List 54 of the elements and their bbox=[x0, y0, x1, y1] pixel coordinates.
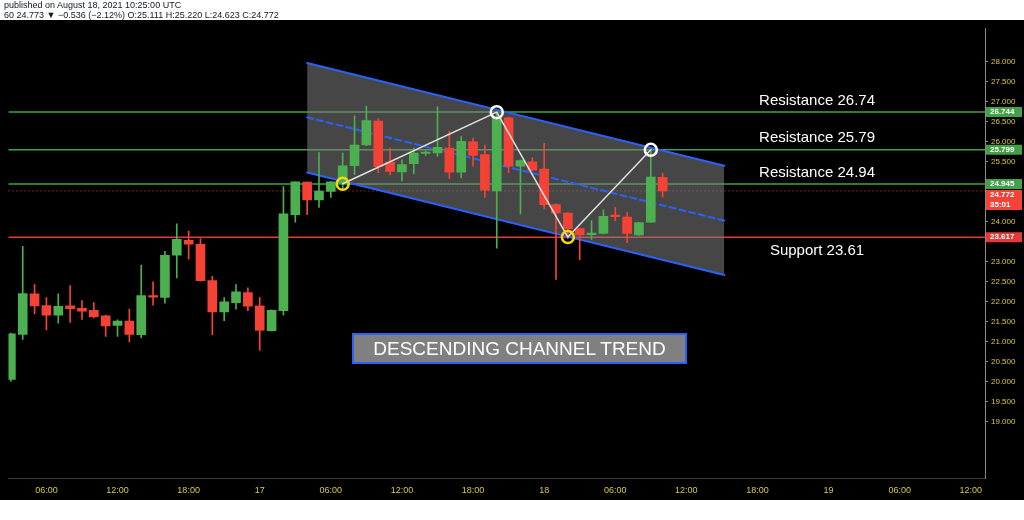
candlestick bbox=[65, 285, 75, 323]
y-tick-label: 19.000 bbox=[991, 417, 1017, 427]
y-tick-label: 24.945 bbox=[990, 179, 1016, 189]
text: 35:01 bbox=[990, 200, 1012, 210]
y-tick-label: 24.000 bbox=[991, 217, 1017, 227]
x-tick-label: 06:00 bbox=[603, 484, 627, 495]
annotation: DESCENDING CHANNEL TREND bbox=[352, 333, 687, 364]
point bbox=[335, 176, 350, 192]
y-tick-label: 20.500 bbox=[991, 357, 1017, 367]
candlestick bbox=[148, 281, 158, 306]
point bbox=[560, 229, 576, 245]
ref-line-label: Resistance 24.94 bbox=[759, 162, 875, 180]
y-tick-label: 22.500 bbox=[991, 277, 1017, 287]
y-tick-label: 25.500 bbox=[991, 156, 1017, 166]
candlestick bbox=[574, 227, 585, 261]
y-tick-label: 20.000 bbox=[991, 377, 1017, 387]
x-tick-label: 18:00 bbox=[177, 484, 200, 495]
y-tick-label: 19.500 bbox=[991, 397, 1017, 407]
x-tick-label: 17 bbox=[254, 484, 265, 495]
candlestick bbox=[551, 203, 561, 280]
y-tick-label: 25.799 bbox=[990, 145, 1016, 155]
point bbox=[643, 142, 659, 158]
y-tick-label: 24.772 bbox=[990, 190, 1016, 200]
y-tick-label: 23.000 bbox=[991, 257, 1017, 267]
y-tick-label: 21.000 bbox=[991, 337, 1017, 347]
x-tick-label: 18:00 bbox=[461, 484, 485, 495]
chart-title: published on August 18, 2021 10:25:00 UTC bbox=[4, 0, 183, 10]
y-tick-label: 28.000 bbox=[991, 56, 1017, 66]
x-tick-label: 06:00 bbox=[888, 484, 911, 495]
candlestick bbox=[610, 207, 621, 221]
y-tick-label: 21.500 bbox=[991, 317, 1017, 327]
x-tick-label: 12:00 bbox=[106, 484, 129, 495]
x-tick-label: 19 bbox=[823, 484, 834, 495]
y-tick-label: 26.500 bbox=[991, 116, 1017, 126]
y-tick-label: 23.617 bbox=[990, 232, 1016, 242]
candlestick bbox=[314, 152, 324, 208]
y-tick-label: 22.000 bbox=[991, 297, 1017, 307]
x-tick-label: 18 bbox=[539, 484, 550, 495]
chart-subtitle: 60 24.773 ▼ −0.536 (−2.12%) O:25.111 H:25.220 L:24.623 C:24.772 bbox=[4, 10, 280, 20]
y-tick-label: 26.744 bbox=[990, 107, 1016, 117]
point bbox=[489, 104, 504, 120]
x-tick-label: 12:00 bbox=[390, 484, 414, 495]
x-tick-label: 18:00 bbox=[746, 484, 769, 495]
y-tick-label: 26.000 bbox=[991, 136, 1017, 146]
x-tick-label: 12:00 bbox=[675, 484, 698, 495]
x-tick-label: 06:00 bbox=[35, 484, 58, 495]
y-tick-label: 27.500 bbox=[991, 76, 1017, 86]
candlestick bbox=[77, 300, 87, 320]
ref-line-label: Resistance 26.74 bbox=[759, 90, 875, 108]
ref-line-label: Support 23.61 bbox=[769, 240, 865, 258]
x-tick-label: 06:00 bbox=[319, 484, 343, 495]
ref-line-label: Resistance 25.79 bbox=[759, 128, 875, 146]
x-tick-label: 12:00 bbox=[959, 484, 983, 495]
y-tick-label: 27.000 bbox=[991, 96, 1017, 106]
